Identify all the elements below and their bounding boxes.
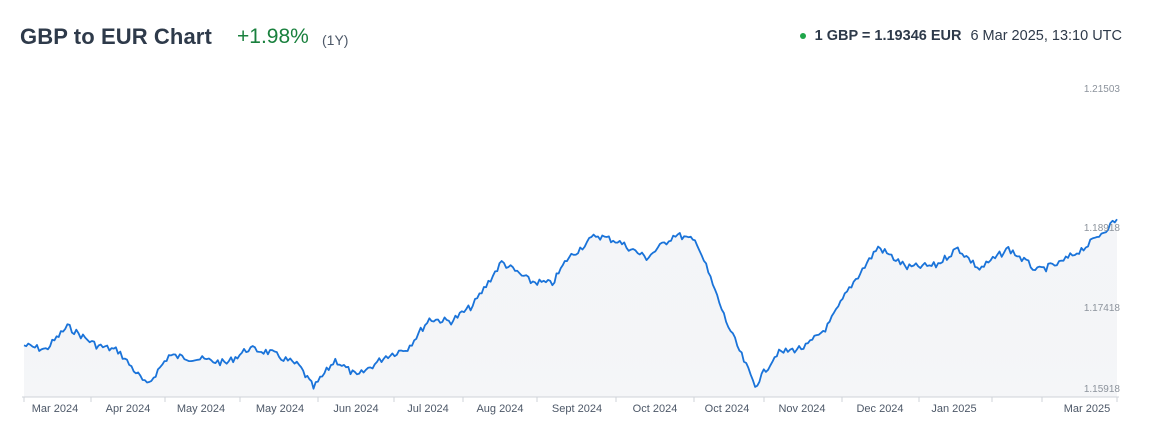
y-tick-label: 1.15918 bbox=[1084, 384, 1121, 395]
series-area bbox=[24, 219, 1117, 397]
x-tick-label: Mar 2024 bbox=[32, 403, 78, 415]
chart-header: GBP to EUR Chart +1.98% (1Y) 1 GBP = 1.1… bbox=[0, 0, 1154, 70]
area-fill bbox=[24, 219, 1117, 397]
current-rate: 1 GBP = 1.19346 EUR 6 Mar 2025, 13:10 UT… bbox=[799, 28, 1122, 44]
x-tick-label: Apr 2024 bbox=[106, 403, 151, 415]
page-title: GBP to EUR Chart bbox=[20, 24, 212, 49]
rate-value: 1 GBP = 1.19346 EUR bbox=[814, 28, 962, 44]
x-tick-label: Mar 2025 bbox=[1064, 403, 1110, 415]
x-tick-label: Sept 2024 bbox=[552, 403, 602, 415]
x-tick-label: Dec 2024 bbox=[856, 403, 903, 415]
x-tick-label: May 2024 bbox=[177, 403, 225, 415]
x-tick-label: Oct 2024 bbox=[633, 403, 678, 415]
x-tick-label: Jan 2025 bbox=[931, 403, 976, 415]
x-tick-label: Oct 2024 bbox=[705, 403, 750, 415]
change-percent: +1.98% bbox=[237, 25, 309, 48]
x-tick-label: Jul 2024 bbox=[407, 403, 449, 415]
x-tick-label: Aug 2024 bbox=[476, 403, 523, 415]
y-tick-label: 1.21503 bbox=[1084, 84, 1121, 95]
y-tick-label: 1.17418 bbox=[1084, 303, 1121, 314]
period-label: (1Y) bbox=[322, 32, 349, 48]
x-axis-ticks: Mar 2024 Apr 2024 May 2024 May 2024 Jun 2024… bbox=[23, 397, 1118, 415]
live-dot-icon bbox=[799, 33, 806, 39]
rate-timestamp: 6 Mar 2025, 13:10 UTC bbox=[970, 28, 1122, 44]
series-line bbox=[23, 218, 1118, 390]
y-tick-label: 1.18918 bbox=[1084, 223, 1121, 234]
y-axis-ticks: 1.21503 1.18918 1.17418 1.15918 bbox=[1084, 84, 1121, 395]
x-tick-label: May 2024 bbox=[256, 403, 304, 415]
x-tick-label: Nov 2024 bbox=[778, 403, 825, 415]
x-tick-label: Jun 2024 bbox=[333, 403, 378, 415]
series-line-path bbox=[23, 218, 1118, 390]
